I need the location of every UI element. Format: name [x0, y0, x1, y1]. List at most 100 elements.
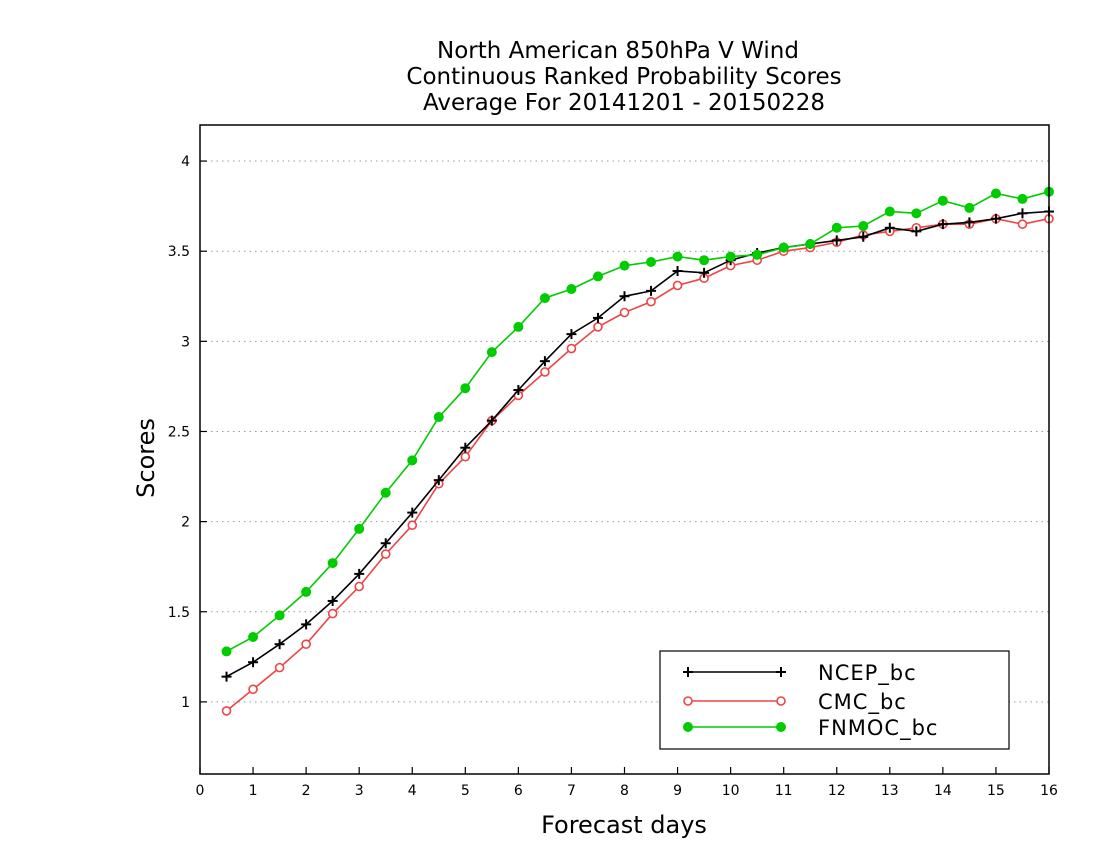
legend-label-ncep-bc: NCEP_bc [818, 661, 917, 686]
data-point-ncep-bc [990, 213, 1001, 224]
series-cmc-bc [221, 213, 1054, 716]
chart-title: North American 850hPa V Wind Continuous … [406, 38, 841, 116]
x-tick-label: 13 [881, 783, 899, 799]
y-axis-ticks: 1 1.5 2 2.5 3 3.5 4 [168, 154, 207, 711]
data-point-cmc-bc [221, 706, 232, 716]
y-tick-label: 2.5 [168, 424, 190, 440]
y-tick-label: 3.5 [168, 244, 190, 260]
chart-title-line-3: Average For 20141201 - 20150228 [423, 90, 825, 116]
data-point-fnmoc-bc [248, 631, 259, 642]
data-point-cmc-bc [540, 367, 550, 377]
data-point-ncep-bc [699, 267, 710, 278]
data-point-fnmoc-bc [646, 257, 657, 268]
data-point-ncep-bc [592, 312, 603, 323]
y-tick-label: 1 [181, 695, 190, 711]
legend-label-fnmoc-bc: FNMOC_bc [818, 716, 938, 741]
data-point-ncep-bc [380, 538, 391, 549]
data-point-fnmoc-bc [539, 293, 550, 304]
data-point-ncep-bc [513, 385, 524, 396]
data-point-fnmoc-bc [619, 260, 630, 271]
data-point-ncep-bc [354, 568, 365, 579]
data-point-fnmoc-bc [884, 206, 895, 217]
x-tick-label: 5 [461, 783, 470, 799]
data-point-fnmoc-bc [221, 646, 232, 657]
data-point-ncep-bc [460, 442, 471, 453]
gridlines [200, 160, 1049, 703]
x-tick-label: 8 [620, 783, 629, 799]
data-point-cmc-bc [380, 549, 391, 559]
y-tick-label: 1.5 [168, 605, 190, 621]
data-point-ncep-bc [1017, 208, 1028, 219]
data-point-cmc-bc [274, 662, 285, 673]
data-point-ncep-bc [646, 285, 657, 296]
data-point-fnmoc-bc [778, 242, 789, 253]
legend-marker-left [683, 667, 693, 677]
data-point-fnmoc-bc [1017, 193, 1028, 204]
y-tick-label: 3 [181, 334, 190, 350]
y-axis-title: Scores [132, 418, 160, 498]
x-axis-title: Forecast days [541, 811, 707, 839]
data-point-ncep-bc [539, 356, 550, 367]
data-point-cmc-bc [646, 296, 656, 307]
legend-item-ncep-bc: NCEP_bc [683, 661, 917, 686]
data-point-ncep-bc [221, 671, 232, 682]
data-point-ncep-bc [884, 222, 895, 233]
data-point-ncep-bc [248, 657, 259, 668]
y-tick-label: 4 [181, 154, 190, 170]
data-point-fnmoc-bc [301, 586, 312, 597]
data-point-ncep-bc [274, 639, 285, 650]
data-point-cmc-bc [301, 639, 311, 650]
x-tick-label: 1 [249, 783, 258, 799]
data-point-ncep-bc [831, 235, 842, 246]
x-tick-label: 11 [775, 783, 793, 799]
data-point-cmc-bc [354, 581, 364, 592]
legend-item-cmc-bc: CMC_bc [683, 690, 907, 715]
data-point-fnmoc-bc [725, 251, 736, 262]
data-point-fnmoc-bc [327, 558, 338, 569]
legend-label-cmc-bc: CMC_bc [818, 690, 907, 715]
x-tick-label: 10 [722, 783, 740, 799]
data-point-fnmoc-bc [858, 220, 869, 231]
y-tick-label: 2 [181, 515, 190, 531]
data-point-cmc-bc [593, 322, 603, 332]
data-point-ncep-bc [327, 595, 338, 606]
x-tick-label: 2 [302, 783, 311, 799]
x-tick-label: 15 [987, 783, 1005, 799]
x-tick-label: 9 [673, 783, 682, 799]
data-point-fnmoc-bc [566, 284, 577, 295]
series-ncep-bc [221, 206, 1054, 682]
data-point-fnmoc-bc [831, 222, 842, 233]
data-point-fnmoc-bc [592, 271, 603, 282]
data-point-fnmoc-bc [460, 383, 471, 394]
legend-marker-right [776, 722, 786, 732]
data-point-fnmoc-bc [990, 188, 1001, 199]
data-point-cmc-bc [460, 451, 471, 462]
data-point-ncep-bc [486, 415, 497, 426]
data-point-fnmoc-bc [699, 255, 710, 266]
data-point-fnmoc-bc [672, 251, 683, 262]
data-point-fnmoc-bc [274, 610, 285, 621]
chart-title-line-2: Continuous Ranked Probability Scores [406, 64, 841, 90]
data-point-ncep-bc [911, 226, 922, 237]
data-point-ncep-bc [672, 266, 683, 277]
x-axis-ticks: 0 1 2 3 4 5 6 7 8 9 10 11 12 13 14 15 16 [196, 767, 1058, 799]
legend-marker-right [776, 696, 786, 706]
data-point-fnmoc-bc [937, 195, 948, 206]
series-layer [221, 186, 1054, 716]
data-point-fnmoc-bc [407, 455, 418, 466]
data-point-fnmoc-bc [513, 321, 524, 332]
data-point-cmc-bc [1017, 219, 1028, 229]
chart-title-line-1: North American 850hPa V Wind [437, 38, 799, 64]
legend-item-fnmoc-bc: FNMOC_bc [683, 716, 938, 741]
legend-marker-right [776, 667, 786, 677]
data-point-cmc-bc [248, 684, 258, 695]
series-fnmoc-bc [221, 186, 1054, 657]
data-point-fnmoc-bc [486, 347, 497, 358]
data-point-fnmoc-bc [911, 208, 922, 219]
x-tick-label: 16 [1040, 783, 1058, 799]
legend-marker-left [683, 722, 693, 732]
series-line-ncep-bc [226, 210, 1050, 678]
data-point-ncep-bc [937, 219, 948, 230]
